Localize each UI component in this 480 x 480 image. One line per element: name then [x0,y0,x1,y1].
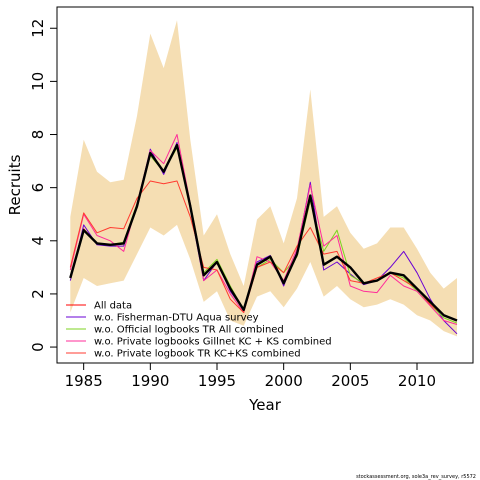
x-tick-label: 2000 [265,372,303,390]
series-line-all-data-main [69,143,458,322]
y-tick-label: 4 [29,236,47,246]
y-axis: 0 2 4 6 8 10 12 [29,19,58,352]
footer-note: stockassessment.org, sole3a_rev_survey, … [356,474,476,480]
y-axis-label: Recruits [6,154,24,215]
y-tick-label: 6 [29,183,47,193]
legend-label: w.o. Fisherman-DTU Aqua survey [94,313,259,324]
x-tick-label: 1990 [131,372,169,390]
series-lines [69,134,458,335]
x-tick-label: 1985 [65,372,103,390]
y-tick-label: 8 [29,130,47,140]
x-axis: 1985 1990 1995 2000 2005 2010 [65,362,436,390]
y-tick-label: 0 [29,342,47,352]
y-tick-label: 12 [29,19,47,38]
legend-label: w.o. Official logbooks TR All combined [94,325,284,336]
x-tick-label: 1995 [198,372,236,390]
x-tick-label: 2010 [398,372,436,390]
legend-label: All data [94,301,132,312]
y-tick-label: 2 [29,289,47,299]
legend-label: w.o. Private logbooks Gillnet KC + KS co… [94,337,332,348]
y-tick-label: 10 [29,72,47,91]
x-axis-label: Year [248,396,282,414]
confidence-band [70,20,458,337]
confidence-band-area [70,20,458,337]
x-tick-label: 2005 [331,372,369,390]
legend-label: w.o. Private logbook TR KC+KS combined [94,349,301,360]
